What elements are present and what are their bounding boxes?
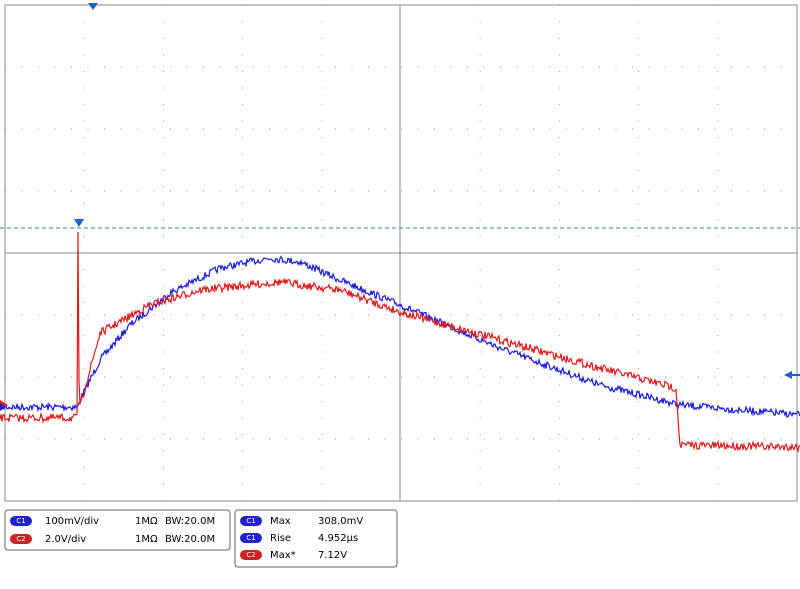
- measurement-value: 4.952µs: [318, 533, 358, 544]
- info: C1 100mV/div 1MΩ BW:20.0M C2 2.0V/div 1MΩ BW:20…: [10, 516, 363, 561]
- channel-badge: [240, 533, 262, 543]
- channel-box: [4, 509, 231, 551]
- channel-badge: [10, 516, 32, 526]
- channel-1-offset-marker: [0, 403, 6, 411]
- trigger-level-marker: [784, 371, 792, 379]
- channel-1-trace: [0, 255, 800, 419]
- badge-label: C1: [246, 534, 255, 542]
- channel-badge: [240, 516, 262, 526]
- info-panel: [0, 503, 800, 585]
- channel-2-trace: [0, 231, 800, 453]
- channel-badge: [240, 550, 262, 560]
- badge-label: C1: [246, 517, 255, 525]
- channel-badge: [10, 534, 32, 544]
- badge-label: C2: [16, 535, 25, 543]
- badge-label: C1: [16, 517, 25, 525]
- channel-impedance: 1MΩ: [135, 534, 158, 545]
- graticule: [4, 4, 798, 502]
- trigger-marker: [74, 219, 84, 227]
- channel-bandwidth: BW:20.0M: [165, 516, 215, 527]
- trigger-position-marker: [88, 3, 98, 10]
- channel-scale: 2.0V/div: [45, 534, 86, 545]
- measurement-name: Max: [270, 516, 291, 527]
- measurement-name: Max*: [270, 550, 296, 561]
- measurement-name: Rise: [270, 533, 291, 544]
- measurement-value: 308.0mV: [318, 516, 363, 527]
- badge-label: C2: [246, 551, 255, 559]
- channel-impedance: 1MΩ: [135, 516, 158, 527]
- channel-scale: 100mV/div: [45, 516, 99, 527]
- measurement-value: 7.12V: [318, 550, 347, 561]
- measurement-box: [234, 509, 398, 568]
- channel-bandwidth: BW:20.0M: [165, 534, 215, 545]
